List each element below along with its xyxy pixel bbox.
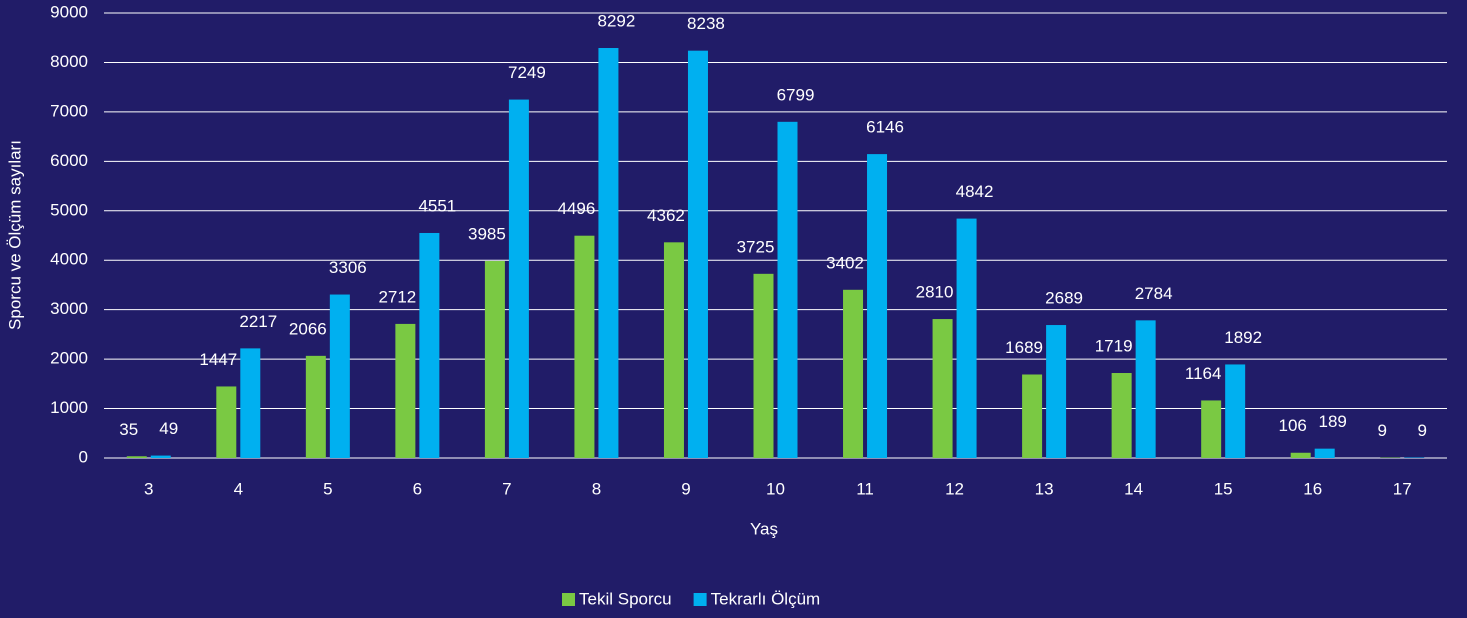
bar xyxy=(126,456,147,458)
y-tick-label: 6000 xyxy=(50,151,88,170)
value-label: 2217 xyxy=(239,312,277,331)
value-label: 8238 xyxy=(687,14,725,33)
bar xyxy=(305,355,326,458)
legend-swatch xyxy=(562,593,575,606)
value-label: 8292 xyxy=(598,11,636,30)
x-tick-label: 15 xyxy=(1214,479,1233,498)
bar xyxy=(663,242,684,458)
bar xyxy=(777,121,798,459)
x-tick-label: 11 xyxy=(856,479,874,498)
value-label: 1689 xyxy=(1005,338,1043,357)
bar xyxy=(753,273,774,458)
bar xyxy=(1135,320,1156,458)
x-tick-label: 8 xyxy=(592,479,601,498)
bar xyxy=(329,294,350,458)
value-label: 1447 xyxy=(199,350,237,369)
bar xyxy=(687,50,708,458)
y-axis-title: Sporcu ve Ölçüm sayıları xyxy=(5,140,24,330)
x-tick-label: 16 xyxy=(1303,479,1322,498)
value-label: 106 xyxy=(1279,416,1307,435)
bar xyxy=(1022,374,1043,458)
bar xyxy=(484,260,505,458)
bar xyxy=(1201,400,1222,458)
value-label: 35 xyxy=(119,420,138,439)
value-label: 49 xyxy=(159,419,178,438)
value-label: 1892 xyxy=(1224,328,1262,347)
bar xyxy=(1290,452,1311,458)
bar xyxy=(1314,448,1335,458)
bar xyxy=(216,386,237,458)
value-label: 1719 xyxy=(1095,336,1133,355)
bar xyxy=(150,455,171,458)
value-label: 4362 xyxy=(647,206,685,225)
legend-label: Tekil Sporcu xyxy=(579,589,672,608)
value-label: 3985 xyxy=(468,224,506,243)
bar xyxy=(395,323,416,458)
value-label: 2712 xyxy=(378,287,416,306)
value-label: 3725 xyxy=(737,237,775,256)
bar xyxy=(574,235,595,458)
y-tick-label: 4000 xyxy=(50,250,88,269)
legend-swatch xyxy=(693,593,707,606)
bar xyxy=(419,232,440,458)
value-label: 189 xyxy=(1319,412,1347,431)
value-label: 6146 xyxy=(866,118,904,137)
value-label: 2066 xyxy=(289,319,327,338)
value-label: 4842 xyxy=(956,182,994,201)
y-tick-label: 7000 xyxy=(50,101,88,120)
y-tick-label: 5000 xyxy=(50,200,88,219)
x-tick-label: 4 xyxy=(234,479,243,498)
y-tick-label: 9000 xyxy=(50,2,88,21)
bar xyxy=(1111,373,1132,458)
x-tick-label: 9 xyxy=(681,479,690,498)
bar xyxy=(932,319,953,458)
value-label: 3306 xyxy=(329,258,367,277)
bar xyxy=(1225,364,1246,458)
bar xyxy=(240,348,261,458)
x-tick-label: 17 xyxy=(1393,479,1412,498)
value-label: 3402 xyxy=(826,253,864,272)
x-tick-label: 3 xyxy=(144,479,153,498)
bar xyxy=(867,154,888,458)
bar xyxy=(598,48,619,459)
y-tick-label: 0 xyxy=(79,447,88,466)
x-tick-label: 5 xyxy=(323,479,332,498)
value-label: 2810 xyxy=(916,283,954,302)
x-axis-title: Yaş xyxy=(750,519,778,538)
value-label: 9 xyxy=(1377,421,1386,440)
y-tick-label: 8000 xyxy=(50,52,88,71)
x-tick-label: 13 xyxy=(1035,479,1054,498)
value-label: 2689 xyxy=(1045,289,1083,308)
y-tick-label: 1000 xyxy=(50,398,88,417)
x-tick-label: 6 xyxy=(413,479,422,498)
bar xyxy=(843,289,864,458)
value-label: 6799 xyxy=(777,85,815,104)
x-tick-label: 10 xyxy=(766,479,785,498)
value-label: 2784 xyxy=(1135,284,1173,303)
value-label: 9 xyxy=(1417,421,1426,440)
y-tick-label: 3000 xyxy=(50,299,88,318)
x-tick-label: 12 xyxy=(945,479,964,498)
legend-label: Tekrarlı Ölçüm xyxy=(711,589,821,608)
x-tick-label: 14 xyxy=(1124,479,1143,498)
bar xyxy=(956,218,977,458)
x-tick-label: 7 xyxy=(502,479,511,498)
value-label: 1164 xyxy=(1185,364,1222,383)
y-tick-label: 2000 xyxy=(50,349,88,368)
bar xyxy=(508,99,529,459)
value-label: 4551 xyxy=(418,196,456,215)
value-label: 7249 xyxy=(508,63,546,82)
value-label: 4496 xyxy=(558,199,596,218)
bar xyxy=(1046,325,1067,458)
